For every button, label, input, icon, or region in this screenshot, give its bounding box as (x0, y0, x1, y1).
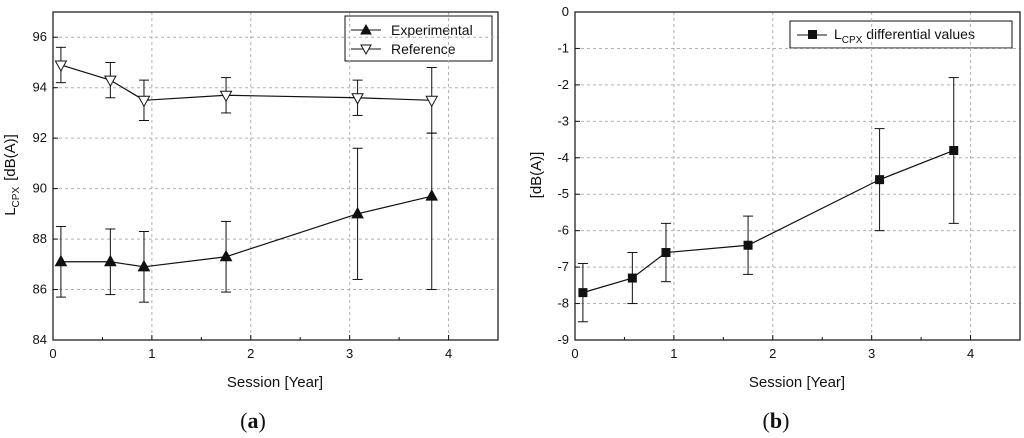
data-point-a-1 (104, 75, 117, 88)
series-line-a-1 (60, 64, 432, 101)
data-point-a-0 (104, 254, 117, 267)
ylabel-a-main: L (2, 207, 19, 215)
data-point-a-1 (137, 95, 151, 108)
x-tick-label-a: 4 (445, 346, 452, 361)
y-tick-label-b: -6 (557, 223, 569, 238)
y-tick-label-a: 86 (33, 282, 47, 297)
caption-a-open: ( (240, 408, 247, 433)
x-tick-label-a: 0 (49, 346, 56, 361)
caption-a-letter: a (248, 408, 259, 433)
y-tick-label-b: -7 (557, 259, 569, 274)
y-tick-label-b: -1 (557, 40, 569, 55)
legend-a-marker-reference (360, 44, 372, 56)
ylabel-a-sub: CPX (11, 187, 22, 208)
y-tick-label-a: 92 (33, 130, 47, 145)
data-point-a-0 (351, 206, 364, 219)
data-point-b-0 (578, 288, 588, 298)
y-tick-label-b: -9 (557, 332, 569, 347)
data-point-a-1 (54, 60, 68, 73)
plots-layer: 0 1 2 3 4 84 86 88 90 92 94 96 0 1 2 3 4 0 -1 -2 -3 -4 -5 -6 -7 -… (33, 4, 1021, 361)
xlabel-b: Session [Year] (749, 374, 845, 391)
y-tick-label-a: 90 (33, 181, 47, 196)
x-tick-label-b: 1 (670, 346, 677, 361)
x-tick-label-a: 2 (247, 346, 254, 361)
data-point-a-0 (137, 259, 151, 272)
y-tick-label-b: -2 (557, 77, 569, 92)
plot-frame-a (52, 11, 499, 341)
data-point-b-0 (743, 240, 753, 250)
x-tick-label-b: 2 (769, 346, 776, 361)
y-tick-label-a: 96 (33, 29, 47, 44)
plot-frame-b (574, 11, 1021, 341)
data-point-a-1 (219, 90, 233, 103)
data-point-a-0 (54, 254, 68, 267)
y-tick-label-b: -8 (557, 296, 569, 311)
data-point-a-0 (219, 249, 233, 262)
y-tick-label-a: 94 (33, 80, 47, 95)
series-line-b-0 (582, 149, 954, 294)
legend-b-label-main: L (834, 26, 842, 42)
data-point-b-0 (875, 175, 885, 185)
caption-b-letter: b (770, 408, 782, 433)
x-tick-label-b: 4 (967, 346, 974, 361)
y-tick-label-b: -4 (557, 150, 569, 165)
legend-b-label-rest: differential values (862, 26, 975, 42)
y-tick-label-b: -5 (557, 186, 569, 201)
legend-a: Experimental Reference (344, 15, 493, 62)
y-tick-label-b: -3 (557, 113, 569, 128)
y-tick-label-a: 84 (33, 332, 47, 347)
legend-a-label-experimental: Experimental (391, 22, 473, 38)
y-tick-label-a: 88 (33, 231, 47, 246)
legend-a-marker-experimental (360, 23, 372, 35)
caption-b-open: ( (763, 408, 770, 433)
caption-a: (a) (240, 408, 266, 433)
data-point-a-1 (425, 95, 439, 108)
data-point-a-1 (351, 93, 364, 105)
xlabel-a: Session [Year] (227, 374, 323, 391)
caption-b: (b) (763, 408, 790, 433)
legend-b-label-sub: CPX (842, 35, 863, 46)
legend-b-label: LCPX differential values (834, 26, 975, 46)
legend-b-marker (808, 30, 817, 39)
x-tick-label-b: 3 (868, 346, 875, 361)
legend-b: LCPX differential values (789, 20, 1013, 49)
y-tick-label-b: 0 (562, 4, 569, 19)
x-tick-label-b: 0 (571, 346, 578, 361)
data-point-a-0 (425, 189, 439, 201)
x-tick-label-a: 3 (346, 346, 353, 361)
x-tick-label-a: 1 (148, 346, 155, 361)
series-line-a-0 (60, 195, 432, 268)
legend-b-box (789, 20, 1013, 49)
ylabel-a: LCPX [dB(A)] (2, 134, 22, 216)
ylabel-b: [dB(A)] (528, 152, 545, 199)
legend-a-label-reference: Reference (391, 41, 456, 57)
data-point-b-0 (661, 248, 671, 258)
caption-b-close: ) (782, 408, 789, 433)
data-point-b-0 (627, 273, 637, 283)
ylabel-a-unit: [dB(A)] (2, 134, 19, 181)
caption-a-close: ) (259, 408, 266, 433)
data-point-b-0 (949, 145, 959, 155)
legend-a-box (344, 15, 493, 62)
